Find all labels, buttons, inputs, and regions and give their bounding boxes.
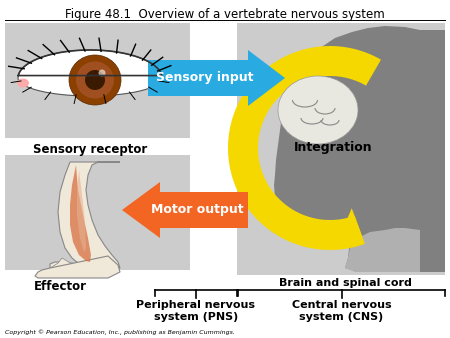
Polygon shape [77,170,86,252]
Ellipse shape [85,70,105,90]
Text: Integration: Integration [294,142,372,154]
Ellipse shape [17,78,29,88]
Ellipse shape [76,62,114,98]
Ellipse shape [69,55,121,105]
Text: Sensory input: Sensory input [156,72,254,84]
FancyBboxPatch shape [237,23,445,275]
Polygon shape [339,208,362,238]
Text: Central nervous
system (CNS): Central nervous system (CNS) [292,300,392,321]
Polygon shape [50,162,120,270]
FancyBboxPatch shape [5,23,190,138]
Polygon shape [70,165,91,262]
Polygon shape [345,228,420,272]
Polygon shape [50,258,82,270]
Polygon shape [122,182,248,238]
Text: Effector: Effector [33,280,86,293]
Text: Peripheral nervous
system (PNS): Peripheral nervous system (PNS) [136,300,256,321]
Text: Sensory receptor: Sensory receptor [33,143,147,156]
Text: Copyright © Pearson Education, Inc., publishing as Benjamin Cummings.: Copyright © Pearson Education, Inc., pub… [5,329,235,335]
Text: Brain and spinal cord: Brain and spinal cord [279,278,411,288]
Text: Figure 48.1  Overview of a vertebrate nervous system: Figure 48.1 Overview of a vertebrate ner… [65,8,385,21]
Polygon shape [18,50,162,96]
Text: Motor output: Motor output [151,203,243,217]
Polygon shape [148,50,285,106]
Ellipse shape [99,70,105,76]
FancyBboxPatch shape [5,155,190,270]
Polygon shape [35,256,120,278]
Polygon shape [274,26,445,272]
Ellipse shape [278,76,358,144]
Polygon shape [228,46,381,250]
